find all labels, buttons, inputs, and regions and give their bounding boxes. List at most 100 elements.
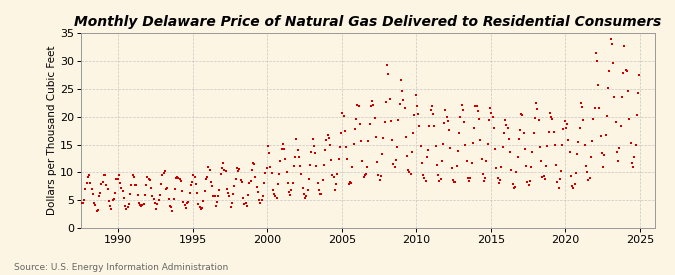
Point	[591, 50, 601, 55]
Point	[390, 158, 401, 162]
Point	[266, 171, 277, 176]
Point	[313, 188, 324, 192]
Point	[384, 97, 395, 101]
Point	[223, 191, 234, 195]
Point	[234, 167, 245, 171]
Point	[399, 105, 410, 110]
Point	[487, 114, 498, 119]
Point	[369, 115, 380, 120]
Point	[255, 201, 266, 205]
Point	[294, 155, 304, 159]
Point	[461, 159, 472, 164]
Point	[159, 169, 170, 173]
Point	[213, 194, 223, 198]
Point	[505, 149, 516, 154]
Point	[276, 147, 287, 152]
Point	[176, 179, 186, 183]
Point	[446, 166, 457, 170]
Point	[506, 167, 517, 172]
Point	[87, 191, 98, 196]
Point	[131, 183, 142, 187]
Point	[507, 182, 518, 187]
Point	[595, 133, 606, 138]
Point	[300, 196, 310, 200]
Point	[378, 136, 389, 140]
Point	[532, 107, 543, 111]
Point	[344, 180, 355, 184]
Point	[78, 201, 88, 205]
Point	[591, 58, 602, 63]
Point	[315, 192, 325, 197]
Point	[522, 180, 533, 184]
Point	[512, 154, 523, 159]
Point	[529, 130, 539, 135]
Text: Source: U.S. Energy Information Administration: Source: U.S. Energy Information Administ…	[14, 263, 227, 272]
Point	[510, 185, 520, 189]
Point	[631, 113, 642, 117]
Point	[526, 165, 537, 170]
Point	[178, 199, 189, 204]
Point	[295, 164, 306, 169]
Point	[69, 170, 80, 174]
Point	[270, 194, 281, 198]
Point	[107, 198, 118, 202]
Point	[325, 143, 335, 147]
Point	[112, 177, 123, 181]
Point	[368, 102, 379, 107]
Point	[413, 111, 424, 116]
Point	[70, 174, 81, 178]
Point	[624, 117, 634, 122]
Point	[326, 158, 337, 162]
Point	[180, 202, 190, 207]
Point	[173, 176, 184, 180]
Point	[455, 114, 466, 119]
Point	[476, 157, 487, 162]
Point	[564, 150, 575, 155]
Point	[240, 201, 251, 205]
Point	[547, 117, 558, 122]
Point	[239, 201, 250, 206]
Point	[445, 146, 456, 151]
Point	[366, 103, 377, 108]
Point	[521, 164, 532, 168]
Point	[306, 150, 317, 154]
Point	[382, 62, 393, 67]
Point	[346, 181, 356, 186]
Point	[106, 207, 117, 211]
Point	[198, 198, 209, 203]
Point	[614, 146, 625, 151]
Point	[208, 193, 219, 198]
Point	[423, 148, 433, 152]
Point	[286, 188, 297, 192]
Point	[604, 69, 615, 73]
Point	[144, 178, 155, 182]
Point	[245, 179, 256, 184]
Point	[285, 193, 296, 197]
Point	[242, 204, 252, 208]
Point	[167, 208, 178, 213]
Point	[275, 159, 286, 163]
Point	[281, 170, 292, 174]
Point	[256, 198, 267, 202]
Point	[610, 120, 621, 124]
Point	[111, 177, 122, 182]
Point	[388, 162, 399, 166]
Point	[435, 177, 446, 181]
Point	[421, 178, 431, 183]
Point	[467, 141, 478, 145]
Point	[273, 182, 284, 187]
Point	[328, 174, 339, 179]
Point	[80, 187, 90, 191]
Point	[431, 163, 442, 167]
Point	[291, 137, 302, 141]
Point	[535, 144, 545, 149]
Point	[545, 115, 556, 119]
Point	[343, 182, 354, 186]
Point	[480, 176, 491, 180]
Point	[486, 111, 497, 116]
Point	[119, 204, 130, 208]
Point	[329, 188, 340, 192]
Point	[514, 128, 525, 132]
Point	[244, 181, 254, 185]
Point	[516, 111, 526, 116]
